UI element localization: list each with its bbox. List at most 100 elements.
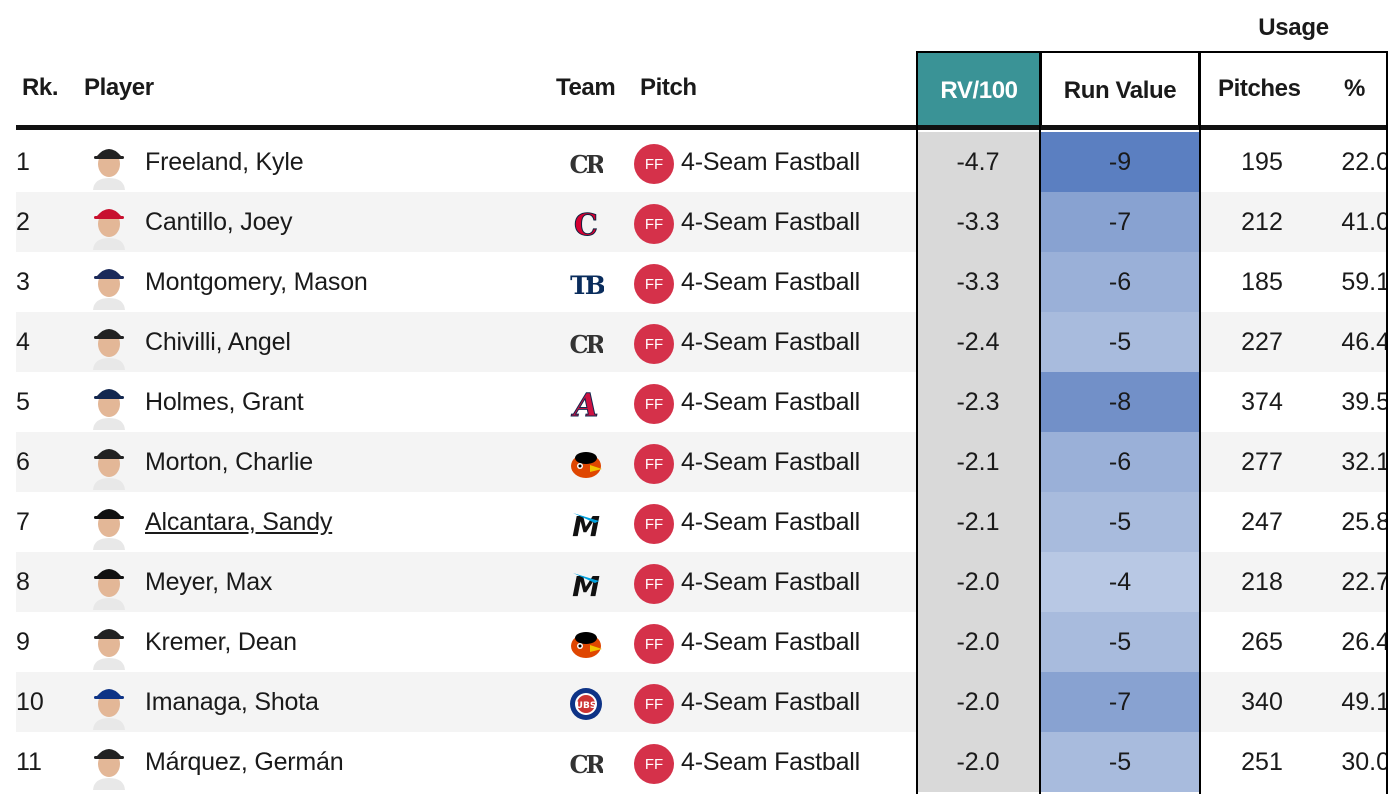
pitches-cell: 195 — [1241, 148, 1283, 176]
usage-percent-cell: 59.1 — [1341, 268, 1388, 296]
column-header-run-value[interactable]: Run Value — [1040, 51, 1200, 128]
rockies-logo-icon[interactable]: CR — [568, 746, 604, 782]
header-divider — [16, 125, 1388, 130]
run-value-cell: -7 — [1040, 192, 1200, 252]
run-value-header-label: Run Value — [1063, 76, 1177, 104]
player-name-link[interactable]: Alcantara, Sandy — [145, 508, 333, 536]
marlins-logo-icon[interactable]: M — [568, 566, 604, 602]
rockies-logo-icon[interactable]: CR — [568, 326, 604, 362]
usage-percent-cell: 49.1 — [1341, 688, 1388, 716]
svg-text:CR: CR — [569, 150, 603, 179]
column-header-percent[interactable]: % — [1344, 75, 1365, 102]
player-headshot-avatar — [90, 260, 128, 310]
player-headshot-avatar — [90, 440, 128, 490]
rank-cell: 7 — [16, 508, 30, 536]
pitch-name-cell: 4-Seam Fastball — [681, 568, 861, 596]
run-value-cell: -6 — [1040, 432, 1200, 492]
rays-logo-icon[interactable]: TB — [568, 266, 604, 302]
column-header-pitches[interactable]: Pitches — [1218, 75, 1301, 102]
run-value-cell: -5 — [1040, 312, 1200, 372]
rv100-cell: -2.0 — [916, 732, 1040, 792]
usage-percent-cell: 22.7 — [1341, 568, 1388, 596]
rv100-cell: -2.0 — [916, 672, 1040, 732]
column-header-team[interactable]: Team — [556, 74, 616, 101]
pitch-name-cell: 4-Seam Fastball — [681, 148, 861, 176]
pitch-type-badge: FF — [634, 324, 674, 364]
rank-cell: 5 — [16, 388, 30, 416]
usage-percent-cell: 26.4 — [1341, 628, 1388, 656]
player-name-link[interactable]: Holmes, Grant — [145, 388, 304, 416]
rank-cell: 4 — [16, 328, 30, 356]
usage-percent-cell: 32.1 — [1341, 448, 1388, 476]
player-name-link[interactable]: Márquez, Germán — [145, 748, 344, 776]
pitch-type-badge: FF — [634, 204, 674, 244]
pitch-name-cell: 4-Seam Fastball — [681, 448, 861, 476]
player-name-link[interactable]: Cantillo, Joey — [145, 208, 293, 236]
usage-header-group: Pitches % — [1200, 51, 1388, 128]
guardians-logo-icon[interactable]: C — [568, 206, 604, 242]
usage-percent-cell: 25.8 — [1341, 508, 1388, 536]
pitch-type-badge: FF — [634, 444, 674, 484]
player-headshot-avatar — [90, 200, 128, 250]
svg-text:CR: CR — [569, 750, 603, 779]
player-name-link[interactable]: Montgomery, Mason — [145, 268, 368, 296]
rank-cell: 1 — [16, 148, 30, 176]
rv100-cell: -2.3 — [916, 372, 1040, 432]
braves-logo-icon[interactable]: A — [568, 386, 604, 422]
player-headshot-avatar — [90, 740, 128, 790]
column-header-pitch[interactable]: Pitch — [640, 74, 697, 101]
usage-percent-cell: 22.0 — [1341, 148, 1388, 176]
pitch-type-badge: FF — [634, 504, 674, 544]
svg-text:UBS: UBS — [576, 701, 597, 711]
column-header-rank[interactable]: Rk. — [22, 74, 59, 101]
pitches-cell: 185 — [1241, 268, 1283, 296]
player-name-link[interactable]: Imanaga, Shota — [145, 688, 319, 716]
table-row: 1 Freeland, Kyle CR FF 4-Seam Fastball -4.7 -9… — [16, 132, 1388, 192]
pitches-cell: 212 — [1241, 208, 1283, 236]
pitch-name-cell: 4-Seam Fastball — [681, 688, 861, 716]
pitches-cell: 251 — [1241, 748, 1283, 776]
table-row: 2 Cantillo, Joey C FF 4-Seam Fastball -3.3 -7 2… — [16, 192, 1388, 252]
column-divider — [1199, 51, 1201, 794]
column-divider — [916, 51, 918, 794]
table-row: 11 Márquez, Germán CR FF 4-Seam Fastball -2.0… — [16, 732, 1388, 792]
player-name-link[interactable]: Chivilli, Angel — [145, 328, 291, 356]
pitch-name-cell: 4-Seam Fastball — [681, 748, 861, 776]
marlins-logo-icon[interactable]: M — [568, 506, 604, 542]
rv100-cell: -2.4 — [916, 312, 1040, 372]
player-name-link[interactable]: Kremer, Dean — [145, 628, 297, 656]
table-row: 8 Meyer, Max M FF 4-Seam Fastball -2.0 -4 218 22… — [16, 552, 1388, 612]
player-name-link[interactable]: Meyer, Max — [145, 568, 273, 596]
orioles-logo-icon[interactable] — [568, 626, 604, 662]
column-header-player[interactable]: Player — [84, 74, 154, 101]
svg-text:A: A — [571, 387, 599, 421]
orioles-logo-icon[interactable] — [568, 446, 604, 482]
column-header-rv100[interactable]: RV/100 — [916, 51, 1040, 128]
player-name-link[interactable]: Morton, Charlie — [145, 448, 313, 476]
rv100-cell: -2.1 — [916, 492, 1040, 552]
rv100-cell: -3.3 — [916, 252, 1040, 312]
player-headshot-avatar — [90, 140, 128, 190]
svg-text:M: M — [572, 510, 600, 541]
table-row: 6 Morton, Charlie FF 4-Seam Fastball -2.1 -6 2… — [16, 432, 1388, 492]
usage-percent-cell: 30.0 — [1341, 748, 1388, 776]
rockies-logo-icon[interactable]: CR — [568, 146, 604, 182]
rank-cell: 9 — [16, 628, 30, 656]
table-row: 7 Alcantara, Sandy M FF 4-Seam Fastball -2.1-… — [16, 492, 1388, 552]
player-name-link[interactable]: Freeland, Kyle — [145, 148, 304, 176]
player-headshot-avatar — [90, 560, 128, 610]
rv100-cell: -4.7 — [916, 132, 1040, 192]
cubs-logo-icon[interactable]: UBS — [568, 686, 604, 722]
pitch-type-badge: FF — [634, 384, 674, 424]
pitches-cell: 265 — [1241, 628, 1283, 656]
run-value-cell: -4 — [1040, 552, 1200, 612]
column-divider — [1386, 51, 1388, 794]
run-value-cell: -9 — [1040, 132, 1200, 192]
pitch-type-badge: FF — [634, 624, 674, 664]
rv100-header-label: RV/100 — [940, 76, 1018, 104]
table-row: 4 Chivilli, Angel CR FF 4-Seam Fastball -2.4-… — [16, 312, 1388, 372]
svg-text:CR: CR — [569, 330, 603, 359]
column-divider — [1039, 51, 1041, 794]
svg-text:M: M — [572, 570, 600, 601]
usage-percent-cell: 46.4 — [1341, 328, 1388, 356]
